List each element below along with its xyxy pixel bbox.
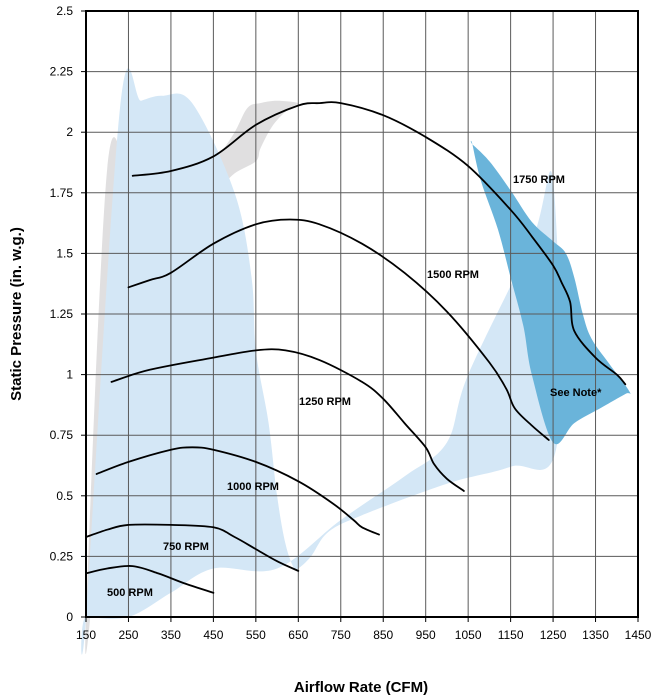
curve-labels: 500 RPM 750 RPM 1000 RPM 1250 RPM 1500 R… [107,174,602,599]
label-1250-rpm: 1250 RPM [299,396,351,408]
x-tick-label-1150: 1150 [498,628,524,642]
grid-lines [85,10,639,618]
x-axis-title: Airflow Rate (CFM) [294,679,428,696]
curve-750-rpm [85,523,300,572]
y-tick-label-1-5: 1.5 [56,246,73,260]
operating-regions [81,68,631,655]
rpm-curves [85,101,627,594]
y-tick-label-1-75: 1.75 [50,186,74,200]
x-tick-label-1050: 1050 [455,628,482,642]
label-1500-rpm: 1500 RPM [427,269,479,281]
label-1000-rpm: 1000 RPM [227,481,279,493]
y-tick-label-0-75: 0.75 [50,428,74,442]
label-1750-rpm: 1750 RPM [513,174,565,186]
x-tick-label-850: 850 [373,628,393,642]
x-tick-label-1450: 1450 [625,628,652,642]
curve-1750-rpm [131,101,627,386]
y-axis-ticks: 0 0.25 0.5 0.75 1 1.25 1.5 1.75 2 2.25 2.5 [50,4,86,624]
y-tick-label-0-5: 0.5 [56,489,73,503]
x-tick-label-950: 950 [416,628,436,642]
curve-500-rpm [85,565,215,594]
curve-1250-rpm [110,348,465,492]
y-tick-label-2-25: 2.25 [50,65,74,79]
curve-1000-rpm [95,446,380,536]
y-tick-label-0-25: 0.25 [50,549,74,563]
label-750-rpm: 750 RPM [163,541,209,553]
y-tick-label-1-25: 1.25 [50,307,74,321]
label-500-rpm: 500 RPM [107,587,153,599]
x-tick-label-650: 650 [288,628,308,642]
light-blue-region [81,68,561,655]
y-tick-label-1: 1 [66,368,73,382]
x-tick-label-1350: 1350 [582,628,609,642]
y-tick-label-2-5: 2.5 [56,4,73,18]
x-tick-label-150: 150 [76,628,96,642]
curve-1500-rpm [127,218,550,441]
y-axis-title: Static Pressure (in. w.g.) [8,227,25,401]
x-tick-label-250: 250 [118,628,138,642]
x-tick-label-350: 350 [161,628,181,642]
x-tick-label-450: 450 [203,628,223,642]
x-tick-label-750: 750 [331,628,351,642]
x-tick-label-1250: 1250 [540,628,567,642]
y-tick-label-0: 0 [66,610,73,624]
x-axis-ticks: 150 250 350 450 550 650 750 850 950 1050 1150 1250 1… [76,617,652,642]
x-tick-label-550: 550 [246,628,266,642]
see-note-annotation: See Note* [550,387,602,399]
y-tick-label-2: 2 [66,125,73,139]
